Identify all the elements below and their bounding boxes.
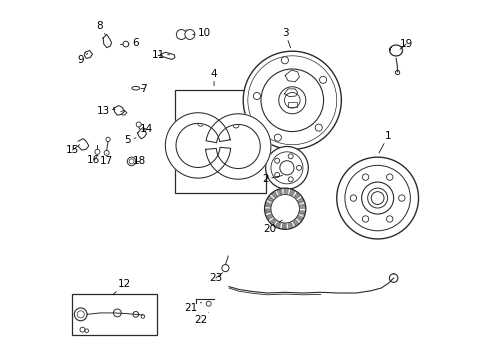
Text: 4: 4	[211, 69, 217, 86]
Text: 12: 12	[113, 279, 131, 295]
Polygon shape	[84, 50, 92, 58]
Text: 13: 13	[96, 106, 115, 116]
Text: 8: 8	[96, 21, 105, 35]
Circle shape	[279, 161, 293, 175]
Circle shape	[394, 70, 399, 75]
Circle shape	[77, 311, 84, 318]
Circle shape	[104, 150, 109, 155]
Circle shape	[287, 177, 292, 182]
Circle shape	[386, 216, 392, 222]
Text: 11: 11	[151, 50, 169, 60]
Text: 10: 10	[192, 28, 210, 38]
Circle shape	[242, 51, 341, 149]
Polygon shape	[205, 114, 271, 179]
Circle shape	[398, 195, 404, 201]
Polygon shape	[78, 139, 89, 150]
Circle shape	[141, 315, 144, 318]
Circle shape	[127, 157, 136, 166]
Circle shape	[247, 56, 336, 145]
Circle shape	[361, 182, 393, 214]
Text: 7: 7	[140, 84, 147, 94]
Circle shape	[264, 188, 305, 229]
Circle shape	[274, 172, 279, 177]
Text: 20: 20	[263, 220, 282, 234]
Circle shape	[278, 87, 305, 114]
Circle shape	[284, 92, 300, 108]
Bar	[72, 294, 157, 335]
Polygon shape	[114, 106, 124, 115]
Polygon shape	[137, 129, 146, 139]
Circle shape	[362, 216, 368, 222]
Circle shape	[386, 174, 392, 180]
Circle shape	[349, 195, 356, 201]
Circle shape	[336, 157, 418, 239]
Ellipse shape	[132, 86, 139, 90]
Circle shape	[273, 134, 281, 141]
Text: 3: 3	[281, 28, 290, 48]
Circle shape	[271, 152, 302, 184]
Text: 16: 16	[87, 155, 100, 165]
Circle shape	[296, 165, 301, 170]
Circle shape	[221, 265, 228, 272]
Circle shape	[176, 30, 186, 40]
Circle shape	[344, 165, 409, 231]
Circle shape	[133, 312, 138, 317]
Text: 14: 14	[139, 125, 153, 135]
Circle shape	[367, 188, 387, 208]
Circle shape	[370, 192, 383, 205]
Text: 2: 2	[262, 174, 282, 184]
Circle shape	[233, 122, 239, 128]
Circle shape	[184, 30, 195, 40]
Text: 21: 21	[184, 302, 201, 313]
Circle shape	[260, 69, 323, 132]
Text: 23: 23	[209, 273, 222, 283]
Circle shape	[95, 149, 100, 154]
Polygon shape	[103, 35, 111, 47]
Circle shape	[319, 76, 326, 84]
Circle shape	[206, 301, 211, 306]
Circle shape	[80, 327, 85, 332]
Circle shape	[113, 309, 121, 317]
Text: 1: 1	[378, 131, 391, 153]
Text: 5: 5	[124, 135, 136, 145]
Text: 6: 6	[128, 38, 138, 48]
Circle shape	[197, 121, 203, 126]
Circle shape	[106, 137, 110, 141]
Circle shape	[74, 308, 87, 321]
Text: 18: 18	[133, 156, 146, 166]
Circle shape	[253, 92, 260, 100]
Circle shape	[287, 154, 292, 159]
Circle shape	[123, 41, 128, 47]
Circle shape	[139, 132, 143, 136]
Circle shape	[281, 57, 288, 64]
Bar	[175, 90, 265, 193]
Text: 19: 19	[399, 39, 412, 49]
Circle shape	[136, 122, 141, 127]
Polygon shape	[165, 113, 230, 178]
Text: 22: 22	[194, 312, 208, 325]
Circle shape	[129, 159, 134, 164]
Circle shape	[271, 195, 299, 223]
Circle shape	[265, 146, 308, 189]
Circle shape	[85, 329, 89, 332]
Text: 17: 17	[100, 154, 113, 166]
Circle shape	[274, 158, 279, 163]
Polygon shape	[160, 52, 175, 59]
Text: 9: 9	[77, 53, 88, 65]
Text: 15: 15	[66, 145, 79, 155]
Circle shape	[315, 124, 321, 131]
Circle shape	[362, 174, 368, 180]
